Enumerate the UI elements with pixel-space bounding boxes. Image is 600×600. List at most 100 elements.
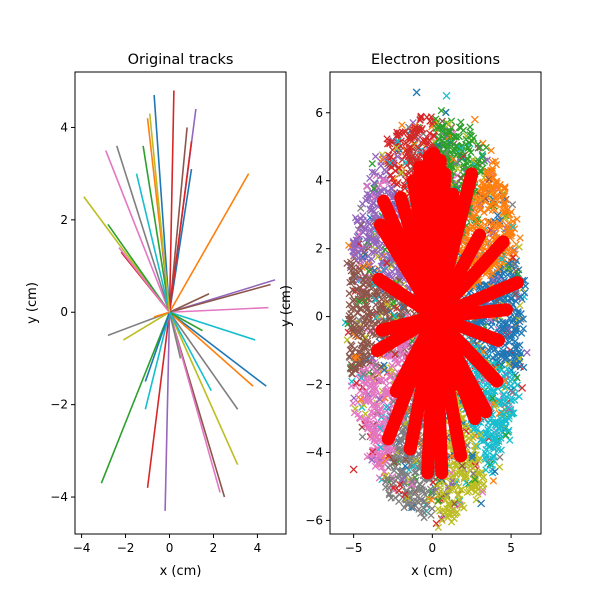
track-line — [115, 145, 171, 313]
track-line — [169, 306, 269, 314]
electron-marker — [517, 310, 525, 318]
tracks-title: Original tracks — [128, 52, 234, 68]
electron-marker — [410, 462, 418, 470]
electron-marker — [372, 428, 380, 437]
electron-marker — [446, 128, 454, 136]
electron-marker — [373, 410, 382, 419]
electron-marker — [374, 188, 383, 196]
electron-marker — [402, 500, 411, 508]
electron-marker — [368, 378, 376, 386]
electron-marker — [515, 392, 523, 401]
electron-marker — [411, 134, 419, 142]
electron-marker — [513, 374, 521, 382]
electron-marker — [469, 463, 477, 472]
electron-marker — [478, 217, 486, 226]
tracks-ytick-label: 2 — [60, 213, 68, 227]
electron-marker — [414, 144, 423, 152]
electron-marker — [362, 290, 371, 299]
electron-marker — [348, 370, 356, 378]
electrons-ytick-label: 2 — [315, 242, 323, 256]
electron-marker — [361, 387, 369, 396]
electron-marker — [479, 348, 487, 356]
track-line — [168, 312, 182, 359]
electron-marker — [380, 361, 388, 369]
electron-marker — [362, 306, 371, 314]
electron-marker — [489, 477, 498, 485]
electron-marker — [349, 317, 357, 325]
electron-marker — [358, 246, 366, 254]
electron-marker — [455, 491, 463, 499]
electron-marker — [488, 461, 496, 469]
electron-marker — [493, 349, 501, 358]
electron-marker — [372, 296, 380, 304]
electrons-ticks: −5 0 5 −6 −4 −2 0 2 4 6 — [305, 106, 515, 555]
electrons-ylabel: y (cm) — [279, 285, 294, 327]
electron-marker — [484, 426, 492, 434]
electron-marker — [443, 127, 452, 135]
electron-marker — [473, 442, 482, 450]
electron-marker — [500, 191, 508, 200]
electron-marker — [511, 327, 520, 335]
electron-marker — [390, 179, 398, 187]
electron-marker — [404, 153, 413, 161]
electron-marker — [370, 179, 378, 187]
electron-marker — [506, 334, 514, 342]
electron-marker — [510, 396, 519, 404]
electron-marker — [505, 405, 513, 413]
electron-marker — [402, 139, 410, 147]
electron-marker — [516, 318, 524, 326]
electron-marker — [345, 352, 353, 361]
track-line — [153, 95, 171, 313]
electron-marker — [446, 126, 454, 135]
electron-marker — [495, 358, 503, 366]
electron-marker — [499, 347, 507, 355]
electron-marker — [470, 442, 479, 450]
electron-marker — [442, 108, 450, 117]
electron-marker — [353, 217, 362, 226]
electron-marker — [358, 433, 367, 441]
electron-marker — [458, 147, 467, 155]
electron-marker — [362, 243, 371, 251]
electron-marker — [456, 486, 465, 494]
electron-marker — [351, 325, 360, 333]
electrons-ytick-label: 6 — [315, 106, 323, 120]
electron-marker — [471, 475, 479, 484]
electron-marker — [427, 496, 435, 504]
electron-marker — [408, 478, 416, 486]
tracks-xtick-label: 2 — [210, 541, 218, 555]
electron-ray — [389, 310, 442, 398]
electron-marker — [383, 135, 391, 143]
electron-marker — [485, 175, 493, 184]
electron-marker — [513, 342, 521, 350]
electron-marker — [485, 442, 494, 450]
electron-marker — [425, 136, 433, 145]
electron-marker — [368, 433, 377, 442]
electron-marker — [450, 514, 458, 523]
electron-marker — [412, 497, 421, 505]
electron-marker — [432, 115, 440, 123]
track-line — [107, 224, 171, 313]
track-line — [168, 312, 221, 493]
electron-marker — [468, 451, 477, 459]
electron-marker — [395, 345, 404, 353]
electron-marker — [476, 144, 484, 152]
tracks-ytick-label: −2 — [50, 398, 68, 412]
electron-marker — [475, 203, 483, 211]
track-line — [144, 311, 171, 382]
electron-marker — [518, 383, 527, 392]
electron-marker — [500, 200, 508, 208]
electron-marker — [443, 504, 451, 513]
electron-marker — [442, 91, 451, 100]
electron-marker — [390, 459, 398, 467]
electron-marker — [359, 370, 367, 378]
electron-marker — [355, 316, 363, 324]
electron-marker — [394, 137, 402, 145]
electron-marker — [401, 490, 409, 499]
electron-marker — [372, 454, 380, 463]
electron-marker — [368, 456, 376, 464]
electron-marker — [491, 467, 499, 476]
track-line — [142, 145, 171, 313]
electron-marker — [396, 129, 404, 137]
electron-marker — [456, 153, 465, 161]
electron-marker — [502, 320, 510, 328]
